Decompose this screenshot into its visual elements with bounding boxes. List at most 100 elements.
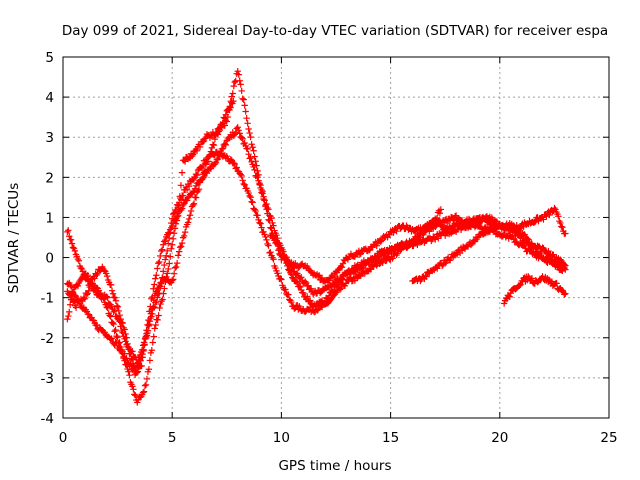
data-point xyxy=(111,328,118,335)
data-point xyxy=(255,171,262,179)
data-point xyxy=(212,159,220,166)
data-point xyxy=(240,96,247,103)
data-point xyxy=(330,281,338,288)
data-point xyxy=(183,197,191,204)
data-point xyxy=(313,307,321,314)
data-point xyxy=(66,233,73,240)
chart-title: Day 099 of 2021, Sidereal Day-to-day VTE… xyxy=(62,23,608,39)
data-point xyxy=(104,304,111,312)
data-point xyxy=(238,134,245,141)
data-point xyxy=(140,339,148,346)
data-point xyxy=(139,389,147,396)
series-track-d xyxy=(64,97,237,368)
data-point xyxy=(94,270,101,278)
data-point xyxy=(74,282,82,290)
data-point xyxy=(119,319,126,327)
data-point xyxy=(133,369,141,376)
data-point xyxy=(66,281,74,289)
data-point xyxy=(118,319,125,326)
data-point xyxy=(177,182,185,189)
data-point xyxy=(160,241,167,248)
data-point xyxy=(72,304,80,311)
data-point xyxy=(110,320,117,328)
data-point xyxy=(242,108,249,115)
data-point xyxy=(540,216,547,223)
data-point xyxy=(84,271,92,279)
data-point xyxy=(146,318,154,325)
data-point xyxy=(155,260,162,267)
data-point xyxy=(131,391,138,398)
data-point xyxy=(150,333,157,340)
data-point xyxy=(516,282,523,289)
data-point xyxy=(239,177,246,184)
x-tick-label: 5 xyxy=(168,430,177,446)
data-point xyxy=(211,161,219,168)
data-point xyxy=(230,97,237,105)
data-point xyxy=(172,263,180,271)
data-point xyxy=(153,288,160,295)
data-point xyxy=(506,293,513,301)
data-point xyxy=(156,258,163,266)
data-point xyxy=(71,247,79,255)
data-point xyxy=(134,368,142,375)
x-tick-label: 10 xyxy=(273,430,290,446)
data-point xyxy=(251,206,258,213)
data-point xyxy=(252,158,259,165)
data-point xyxy=(401,243,408,250)
data-point xyxy=(247,133,254,141)
data-point xyxy=(108,335,115,342)
data-point xyxy=(117,323,124,330)
data-point xyxy=(253,162,260,169)
data-point xyxy=(219,119,227,127)
data-point xyxy=(358,265,366,272)
data-point xyxy=(142,381,150,388)
data-point xyxy=(251,153,258,160)
data-point xyxy=(123,361,130,369)
data-point xyxy=(204,158,212,165)
data-point xyxy=(147,310,155,317)
data-point xyxy=(289,274,296,281)
data-point xyxy=(254,167,261,175)
data-point xyxy=(81,295,89,302)
data-point xyxy=(138,346,146,354)
data-point xyxy=(190,200,198,207)
data-point xyxy=(237,171,244,178)
data-point xyxy=(77,264,85,272)
data-point xyxy=(178,169,186,176)
data-point xyxy=(144,321,151,329)
data-point xyxy=(123,334,130,341)
data-point xyxy=(112,326,119,334)
data-point xyxy=(168,245,175,252)
data-point xyxy=(119,329,126,336)
data-point xyxy=(164,247,171,254)
data-point xyxy=(112,297,120,304)
data-point xyxy=(103,303,110,311)
data-point xyxy=(100,295,107,302)
data-point xyxy=(178,239,186,247)
data-point xyxy=(67,292,74,299)
data-point xyxy=(181,228,189,236)
data-point xyxy=(170,230,178,237)
y-tick-label: 4 xyxy=(45,90,54,106)
data-point xyxy=(154,265,161,272)
data-point xyxy=(146,357,154,364)
data-point xyxy=(157,252,164,260)
data-point xyxy=(251,166,258,174)
series-track-f xyxy=(409,219,569,285)
data-point xyxy=(338,264,346,271)
data-point xyxy=(282,286,289,293)
data-point xyxy=(119,350,126,357)
data-point xyxy=(169,276,177,283)
data-point xyxy=(265,216,272,223)
data-point xyxy=(83,291,90,298)
data-point xyxy=(180,232,188,240)
data-point xyxy=(197,176,205,184)
data-point xyxy=(297,283,304,291)
data-point xyxy=(109,319,116,327)
data-point xyxy=(122,330,129,338)
data-point xyxy=(108,287,116,294)
data-point xyxy=(187,207,195,215)
data-point xyxy=(66,301,74,308)
data-point xyxy=(557,219,564,227)
data-point xyxy=(517,281,524,288)
